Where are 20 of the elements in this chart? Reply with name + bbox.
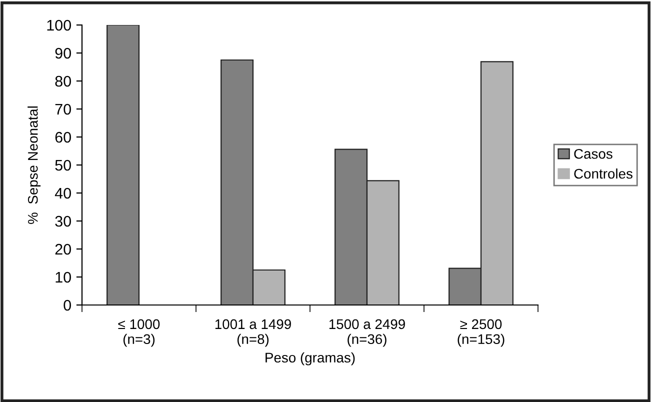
y-tick-label: 80 [55, 76, 71, 87]
y-tick-label: 20 [55, 244, 71, 255]
x-tick-label: 1500 a 2499 (n=36) [329, 319, 405, 347]
y-tick-label: 70 [55, 104, 71, 115]
x-tick-label: ≥ 2500 (n=153) [458, 319, 504, 347]
y-tick-label: 30 [55, 216, 71, 227]
y-tick-label: 40 [54, 188, 71, 199]
y-tick-label: 0 [64, 300, 71, 311]
x-axis-title: Peso (gramas) [266, 352, 355, 366]
y-axis-title: % Sepse Neonatal [28, 106, 41, 224]
y-tick-label: 50 [55, 160, 71, 171]
bar [106, 25, 140, 305]
x-tick-label: 1001 a 1499 (n=8) [215, 319, 291, 347]
y-tick-label: 100 [47, 20, 71, 31]
legend-label: Controles [574, 168, 632, 179]
legend-label: Casos [574, 148, 612, 159]
y-tick-label: 10 [56, 272, 71, 283]
y-tick-label: 90 [55, 48, 71, 59]
y-tick-label: 60 [55, 132, 71, 143]
x-tick-label: ≤ 1000 (n=3) [118, 319, 160, 347]
